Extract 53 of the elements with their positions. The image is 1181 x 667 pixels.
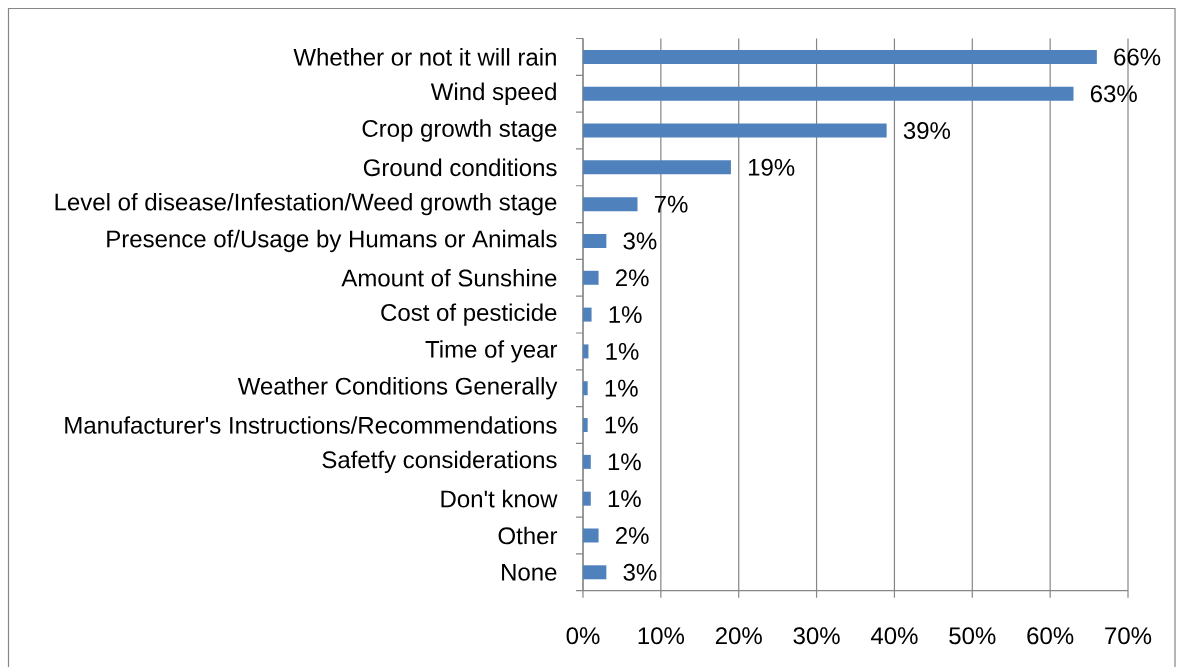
y-tick-label: Crop growth stage: [362, 119, 557, 142]
x-tick-label: 10%: [638, 627, 685, 645]
data-label: 39%: [903, 122, 951, 140]
data-label: 66%: [1114, 48, 1161, 66]
x-tick-label: 50%: [949, 627, 996, 645]
y-tick-label: Weather Conditions Generally: [237, 377, 558, 400]
y-tick-label: Presence of/Usage by Humans or Animals: [107, 229, 557, 253]
bar: [583, 491, 591, 506]
bar: [583, 49, 1097, 64]
y-tick-label: Cost of pesticide: [381, 303, 557, 326]
bar: [583, 528, 599, 543]
data-label: 1%: [605, 379, 638, 397]
bar: [583, 197, 638, 212]
x-tick-label: 60%: [1027, 627, 1074, 645]
y-tick-label: Time of year: [425, 340, 558, 363]
data-label: 19%: [748, 158, 795, 176]
x-tick-label: 70%: [1105, 627, 1152, 645]
bar: [583, 160, 731, 175]
y-tick-label: Whether or not it will rain: [293, 48, 556, 66]
bar: [583, 270, 599, 285]
data-label: 1%: [605, 416, 638, 434]
y-tick-label: Ground conditions: [363, 158, 557, 177]
data-label: 2%: [615, 269, 649, 287]
y-tick-label: Wind speed: [430, 82, 556, 105]
x-tick-label: 0%: [566, 627, 600, 645]
y-tick-label: None: [502, 563, 557, 581]
bar: [583, 381, 588, 396]
y-tick-label: Level of disease/Infestation/Weed growth stage: [55, 192, 557, 216]
bar: [583, 454, 591, 469]
data-label: 3%: [623, 232, 657, 250]
bar: [583, 565, 607, 580]
bar: [583, 123, 887, 138]
data-label: 1%: [609, 306, 642, 323]
y-tick-label: Don't know: [441, 489, 558, 508]
y-tick-label: Safetfy considerations: [322, 450, 557, 474]
y-tick-label: Other: [498, 526, 558, 545]
x-tick-label: 30%: [793, 627, 840, 645]
bar: [583, 344, 589, 359]
data-label: 2%: [615, 527, 649, 544]
bar: [583, 307, 592, 322]
bar: [583, 233, 607, 248]
data-label: 3%: [623, 563, 657, 581]
data-label: 63%: [1090, 85, 1137, 103]
data-label: 1%: [608, 453, 641, 471]
data-label: 7%: [654, 195, 688, 213]
y-tick-label: Manufacturer's Instructions/Recommendations: [65, 416, 557, 434]
data-label: 1%: [608, 490, 641, 508]
bar: [583, 86, 1074, 101]
y-tick-label: Amount of Sunshine: [341, 268, 557, 287]
data-label: 1%: [606, 343, 639, 360]
bar: [583, 418, 588, 433]
x-tick-label: 20%: [715, 627, 762, 645]
x-tick-label: 40%: [870, 627, 918, 645]
